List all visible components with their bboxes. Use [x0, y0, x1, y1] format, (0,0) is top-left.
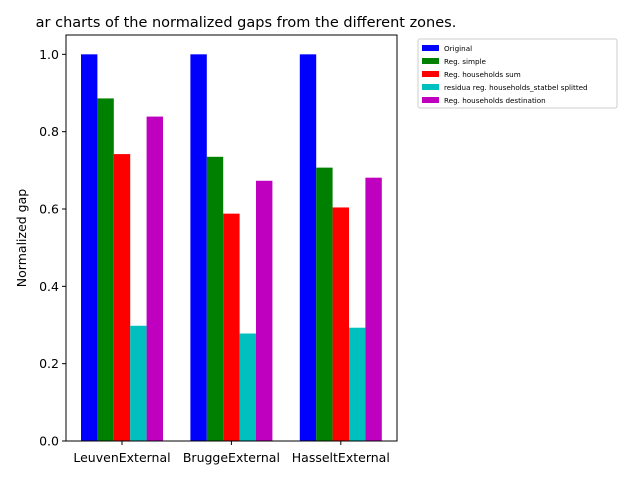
bars-layer — [81, 54, 382, 442]
bar-residua-reg-households-statbel-splitted-leuvenexternal — [130, 325, 147, 441]
bar-reg-households-sum-leuvenexternal — [113, 154, 131, 441]
y-tick-label: 0.0 — [39, 434, 59, 449]
bar-original-bruggeexternal — [190, 54, 207, 441]
legend-swatch — [422, 84, 439, 90]
bar-original-leuvenexternal — [81, 54, 98, 441]
bar-reg-simple-hasseltexternal — [316, 167, 333, 441]
legend-swatch — [422, 97, 439, 103]
x-tick-label: LeuvenExternal — [73, 450, 170, 465]
legend-label: Reg. simple — [444, 57, 487, 66]
legend-label: residua reg. households_statbel splitted — [444, 83, 588, 92]
x-tick-label: HasseltExternal — [292, 450, 390, 465]
bar-reg-households-destination-leuvenexternal — [146, 116, 163, 441]
legend-swatch — [422, 45, 439, 51]
y-tick-label: 0.6 — [39, 202, 59, 217]
y-tick-label: 0.8 — [39, 124, 59, 139]
y-tick-label: 1.0 — [39, 47, 59, 62]
bar-reg-households-sum-bruggeexternal — [223, 213, 240, 441]
y-tick-label: 0.2 — [39, 356, 59, 371]
bar-original-hasseltexternal — [299, 54, 317, 441]
legend-label: Reg. households sum — [444, 70, 521, 79]
legend-swatch — [422, 71, 439, 77]
bar-residua-reg-households-statbel-splitted-hasseltexternal — [349, 327, 366, 441]
bar-reg-simple-leuvenexternal — [97, 98, 114, 441]
x-axis: LeuvenExternal BruggeExternal HasseltExter… — [73, 441, 390, 465]
chart-title: ar charts of the normalized gaps from th… — [36, 15, 457, 31]
y-axis: 0.0 0.2 0.4 0.6 0.8 1.0 — [39, 47, 66, 449]
bar-residua-reg-households-statbel-splitted-bruggeexternal — [239, 333, 256, 441]
bar-reg-households-destination-hasseltexternal — [365, 177, 382, 441]
y-axis-label: Normalized gap — [14, 189, 29, 287]
legend-swatch — [422, 58, 439, 64]
legend-box — [417, 38, 618, 109]
bar-reg-simple-bruggeexternal — [206, 156, 224, 442]
x-tick-label: BruggeExternal — [183, 450, 280, 465]
bar-reg-households-sum-hasseltexternal — [332, 207, 349, 441]
legend-label: Original — [444, 44, 472, 53]
bar-reg-households-destination-bruggeexternal — [256, 180, 273, 441]
legend-label: Reg. households destination — [444, 96, 546, 105]
legend: Original Reg. simple Reg. households sum re… — [417, 38, 618, 109]
y-tick-label: 0.4 — [39, 279, 59, 294]
